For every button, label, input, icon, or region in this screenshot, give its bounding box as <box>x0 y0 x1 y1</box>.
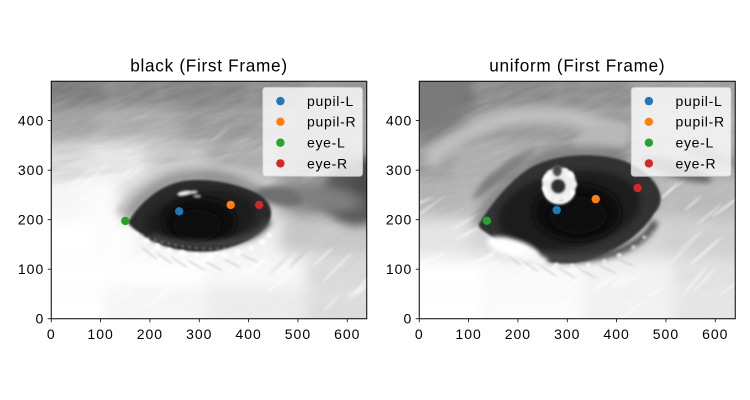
svg-text:pupil-R: pupil-R <box>676 114 725 130</box>
svg-text:100: 100 <box>18 261 44 277</box>
svg-text:eye-L: eye-L <box>676 135 715 151</box>
svg-text:pupil-L: pupil-L <box>676 93 723 109</box>
svg-text:eye-L: eye-L <box>307 135 346 151</box>
svg-text:300: 300 <box>18 162 44 178</box>
svg-text:400: 400 <box>386 113 412 129</box>
svg-text:400: 400 <box>235 326 261 342</box>
svg-text:100: 100 <box>87 326 113 342</box>
svg-text:0: 0 <box>403 311 412 327</box>
svg-text:300: 300 <box>186 326 212 342</box>
svg-text:400: 400 <box>18 113 44 129</box>
svg-text:400: 400 <box>603 326 629 342</box>
svg-text:500: 500 <box>653 326 679 342</box>
svg-text:0: 0 <box>35 311 44 327</box>
svg-text:200: 200 <box>137 326 163 342</box>
svg-text:300: 300 <box>554 326 580 342</box>
svg-text:500: 500 <box>285 326 311 342</box>
svg-text:0: 0 <box>415 326 424 342</box>
svg-text:600: 600 <box>702 326 728 342</box>
svg-text:100: 100 <box>455 326 481 342</box>
svg-text:200: 200 <box>505 326 531 342</box>
svg-text:200: 200 <box>386 212 412 228</box>
svg-text:100: 100 <box>386 261 412 277</box>
svg-text:300: 300 <box>386 162 412 178</box>
svg-text:600: 600 <box>334 326 360 342</box>
svg-text:eye-R: eye-R <box>307 155 348 171</box>
svg-text:eye-R: eye-R <box>676 155 717 171</box>
svg-text:0: 0 <box>47 326 56 342</box>
svg-text:uniform (First Frame): uniform (First Frame) <box>489 56 665 76</box>
svg-text:pupil-R: pupil-R <box>307 114 356 130</box>
svg-text:200: 200 <box>18 212 44 228</box>
svg-text:pupil-L: pupil-L <box>307 93 354 109</box>
svg-text:black (First Frame): black (First Frame) <box>130 56 288 76</box>
